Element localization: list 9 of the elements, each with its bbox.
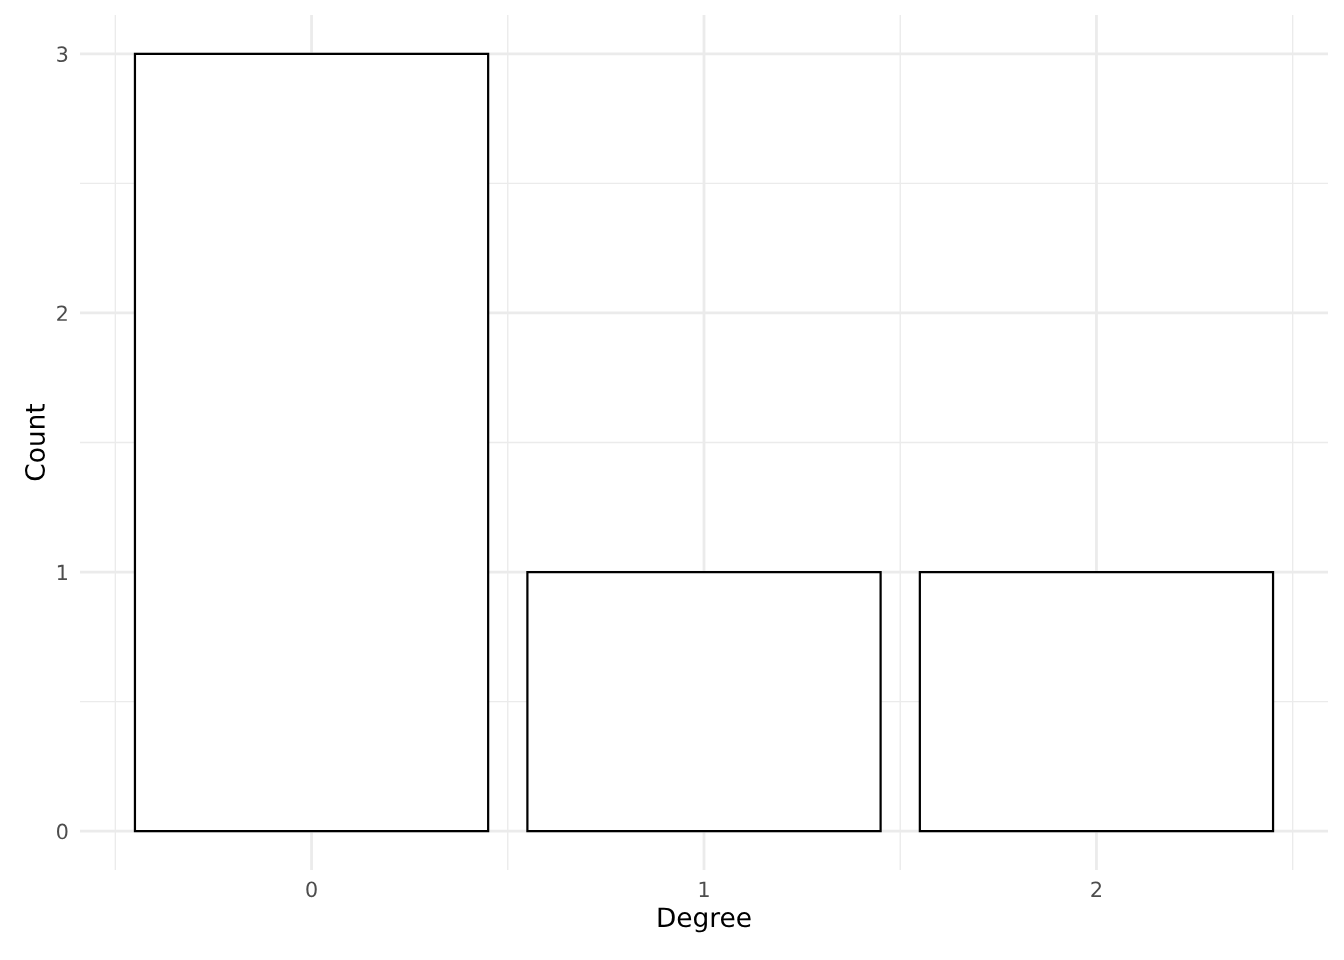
y-tick-label: 0 (57, 823, 68, 840)
x-axis-title: Degree (658, 907, 751, 933)
y-axis-title: Count (25, 403, 45, 481)
x-tick-label: 1 (699, 881, 709, 897)
y-tick-label: 1 (57, 564, 67, 580)
y-tick-label: 2 (57, 305, 67, 321)
y-tick-label: 3 (57, 46, 68, 63)
x-tick-label: 2 (1091, 881, 1101, 897)
x-tick-label: 0 (306, 881, 317, 898)
